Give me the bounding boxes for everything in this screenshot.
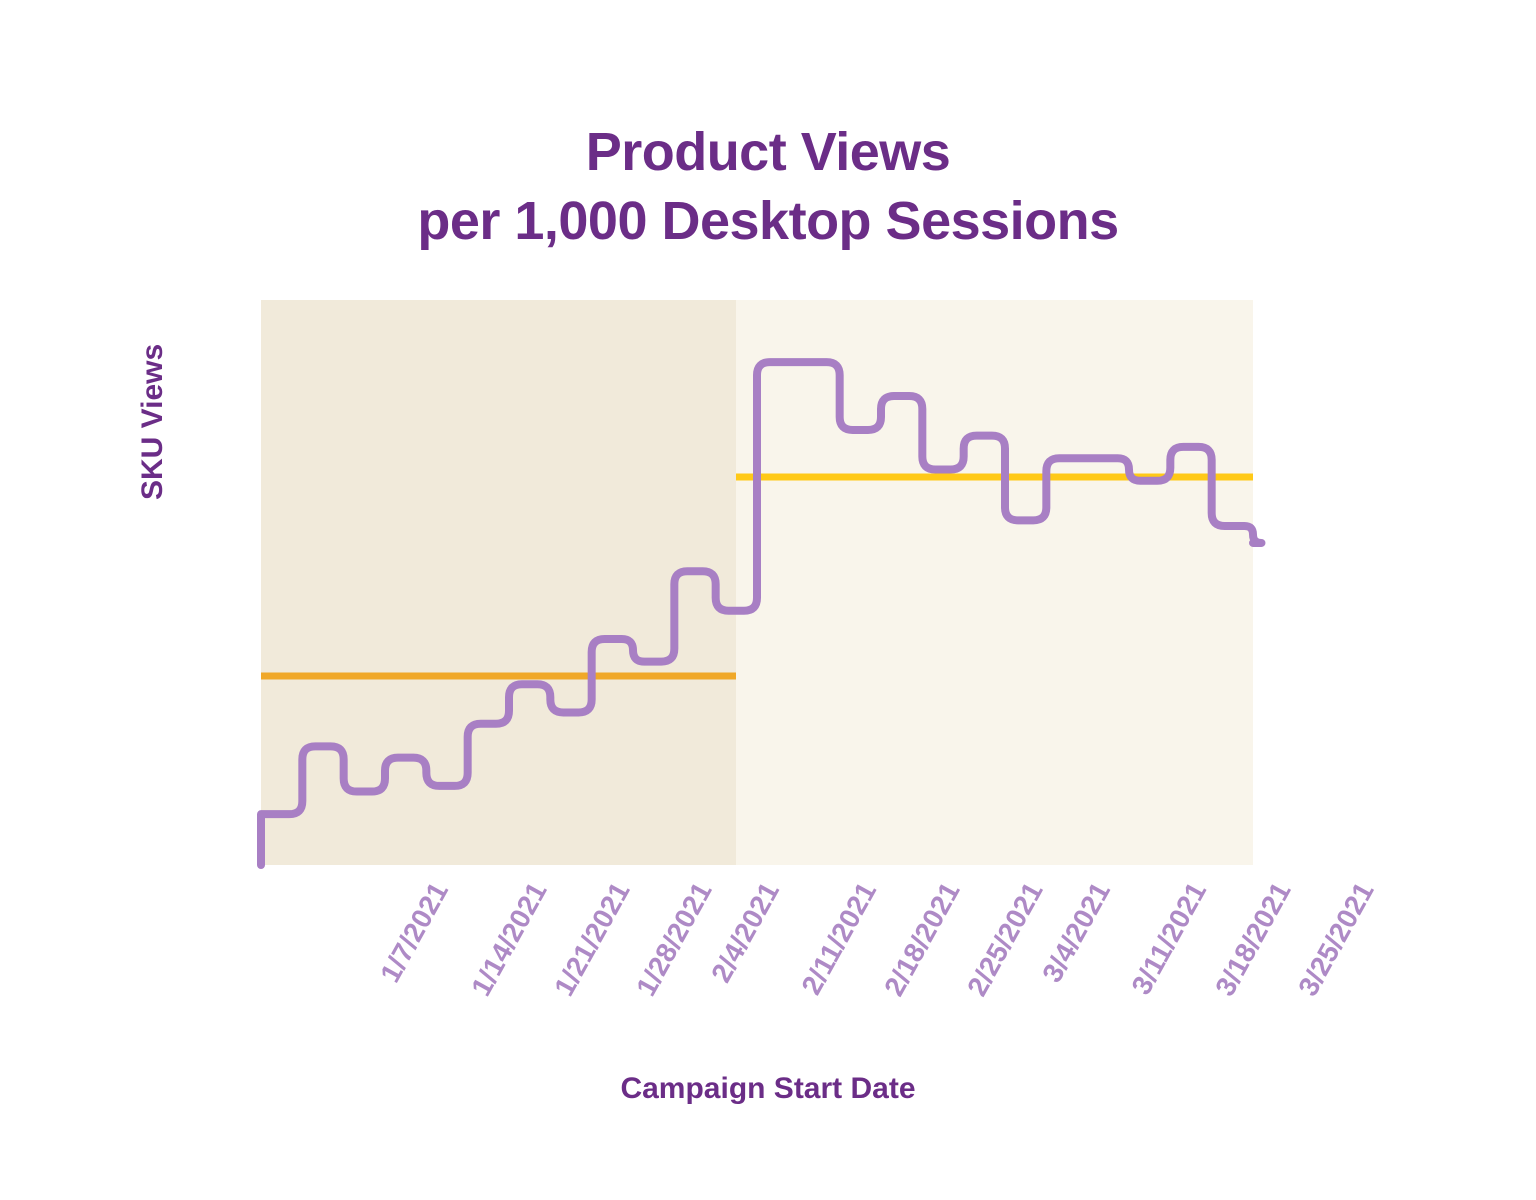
series-line-sku-views <box>257 358 1266 869</box>
x-axis-title: Campaign Start Date <box>620 1072 916 1105</box>
plot-band-pre-campaign <box>261 300 736 865</box>
page-title: Product Views per 1,000 Desktop Sessions <box>0 118 1536 256</box>
plot-band-post-campaign <box>736 300 1253 865</box>
chart-title-line-2: per 1,000 Desktop Sessions <box>417 191 1119 252</box>
chart-title-line-1: Product Views <box>585 122 951 182</box>
y-axis-title: SKU Views <box>136 343 169 500</box>
